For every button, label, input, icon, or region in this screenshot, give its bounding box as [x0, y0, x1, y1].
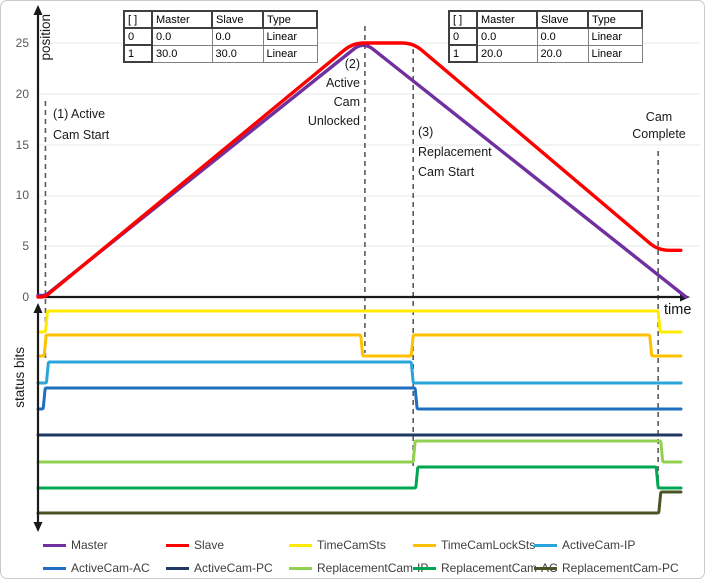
cam-table-cell: 0.0 [211, 27, 264, 46]
cam-table-cell: 0.0 [151, 27, 213, 46]
legend-label: ReplacementCam-PC [562, 561, 679, 575]
legend-swatch-icon [43, 543, 66, 547]
cam-table-header: [ ] [448, 10, 478, 29]
cam-table-cell: 20.0 [536, 44, 589, 63]
legend-item-replacementcam-pc: ReplacementCam-PC [534, 560, 679, 576]
cam-table-active-cam-profile: [ ] Master Slave Type 0 0.0 0.0 Linear 1 30.0 30.0… [123, 10, 318, 63]
cam-table-cell: Linear [262, 27, 318, 46]
annotation-line: Unlocked [307, 114, 360, 128]
y-tick-label-10: 10 [15, 188, 29, 203]
status-axis-arrow-up-icon [33, 303, 43, 313]
signal-activecam-ip [36, 360, 683, 385]
legend-swatch-icon [413, 566, 436, 570]
legend-label: ActiveCam-AC [71, 561, 150, 575]
cam-table-cell: 1 [123, 44, 153, 63]
legend-label: Master [71, 538, 108, 552]
legend-item-slave: Slave [166, 537, 224, 553]
y-tick-label-15: 15 [15, 137, 29, 152]
legend-label: ReplacementCam-IP [317, 561, 429, 575]
annotation-line: (3) [418, 125, 434, 139]
annotation-line: Cam [333, 95, 360, 109]
legend-item-activecam-ac: ActiveCam-AC [43, 560, 150, 576]
time-axis-label: time [664, 302, 692, 318]
legend-swatch-icon [289, 543, 312, 547]
legend-item-activecam-ip: ActiveCam-IP [534, 537, 635, 553]
y-tick-label-25: 25 [15, 36, 29, 50]
cam-table-cell: 0.0 [476, 27, 538, 46]
signal-replacementcam-pc [36, 490, 683, 515]
signal-timecamsts [36, 309, 683, 334]
legend-swatch-icon [534, 543, 557, 547]
cam-table-cell: Linear [262, 44, 318, 63]
cam-table-cell: 30.0 [151, 44, 213, 63]
legend-item-timecamlocksts: TimeCamLockSts [413, 537, 535, 553]
cam-table-replacement-cam-profile: [ ] Master Slave Type 0 0.0 0.0 Linear 1 20.0 20.0… [448, 10, 643, 63]
cam-table-row: 0 0.0 0.0 Linear [448, 27, 643, 46]
cam-table-header: Type [262, 10, 318, 29]
legend-swatch-icon [43, 566, 66, 570]
cam-table-cell: Linear [587, 27, 643, 46]
annotation-line: Replacement [418, 145, 492, 159]
annotation-cam-complete: Cam Complete [598, 109, 704, 143]
cam-table-row: 0 0.0 0.0 Linear [123, 27, 318, 46]
annotation-line: Cam Start [418, 165, 475, 179]
y-axis-arrow-up-icon [33, 5, 43, 15]
cam-table-row: 1 20.0 20.0 Linear [448, 44, 643, 63]
legend-swatch-icon [534, 566, 557, 570]
legend-swatch-icon [166, 566, 189, 570]
annotation-line: Cam Start [53, 128, 110, 142]
signal-replacementcam-ac [36, 465, 683, 490]
cam-table-cell: 1 [448, 44, 478, 63]
series-master [36, 43, 688, 299]
signal-activecam-ac [36, 386, 683, 411]
annotation-active-cam-unlocked: (2) Active Cam Unlocked [308, 55, 360, 131]
cam-table-cell: 20.0 [476, 44, 538, 63]
cam-table-cell: 0.0 [536, 27, 589, 46]
cam-table-header: [ ] [123, 10, 153, 29]
legend-item-replacementcam-ip: ReplacementCam-IP [289, 560, 428, 576]
signal-replacementcam-ip [36, 439, 683, 464]
legend-label: ActiveCam-PC [194, 561, 273, 575]
legend-swatch-icon [289, 566, 312, 570]
annotation-line: Cam [645, 110, 673, 124]
legend-item-master: Master [43, 537, 108, 553]
cam-table-cell: 0 [448, 27, 478, 46]
legend-item-replacementcam-ac: ReplacementCam-AC [413, 560, 558, 576]
annotation-replacement-cam-start: (3) Replacement Cam Start [418, 122, 492, 182]
legend-item-activecam-pc: ActiveCam-PC [166, 560, 273, 576]
legend: Master Slave TimeCamSts TimeCamLockSts Activ… [38, 534, 703, 578]
cam-table-cell: 0 [123, 27, 153, 46]
legend-swatch-icon [413, 543, 436, 547]
y-tick-label-5: 5 [22, 239, 29, 254]
cam-table-header: Slave [536, 10, 589, 29]
cam-table-header: Master [476, 10, 538, 29]
annotation-line: (2) [344, 57, 360, 71]
signal-timecamlocksts [36, 333, 683, 358]
status-bits-axis-label: status bits [12, 347, 27, 408]
annotation-active-cam-start: (1) Active Cam Start [53, 104, 109, 146]
legend-label: ReplacementCam-AC [441, 561, 558, 575]
cam-table-header: Type [587, 10, 643, 29]
annotation-line: (1) Active [53, 107, 106, 121]
legend-label: TimeCamLockSts [441, 538, 536, 552]
cam-table-header: Slave [211, 10, 264, 29]
legend-item-timecamsts: TimeCamSts [289, 537, 386, 553]
legend-swatch-icon [166, 543, 189, 547]
cam-table-header: Master [151, 10, 213, 29]
cam-table-cell: Linear [587, 44, 643, 63]
y-tick-label-0: 0 [22, 290, 29, 304]
cam-table-row: 1 30.0 30.0 Linear [123, 44, 318, 63]
annotation-line: Active [325, 76, 360, 90]
position-axis-label: position [38, 14, 53, 61]
status-axis-arrow-down-icon [33, 522, 43, 532]
annotation-line: Complete [632, 127, 686, 141]
legend-label: TimeCamSts [317, 538, 386, 552]
legend-label: Slave [194, 538, 225, 552]
cam-table-cell: 30.0 [211, 44, 264, 63]
y-tick-label-20: 20 [15, 86, 29, 101]
legend-label: ActiveCam-IP [562, 538, 636, 552]
series-slave [36, 41, 683, 299]
